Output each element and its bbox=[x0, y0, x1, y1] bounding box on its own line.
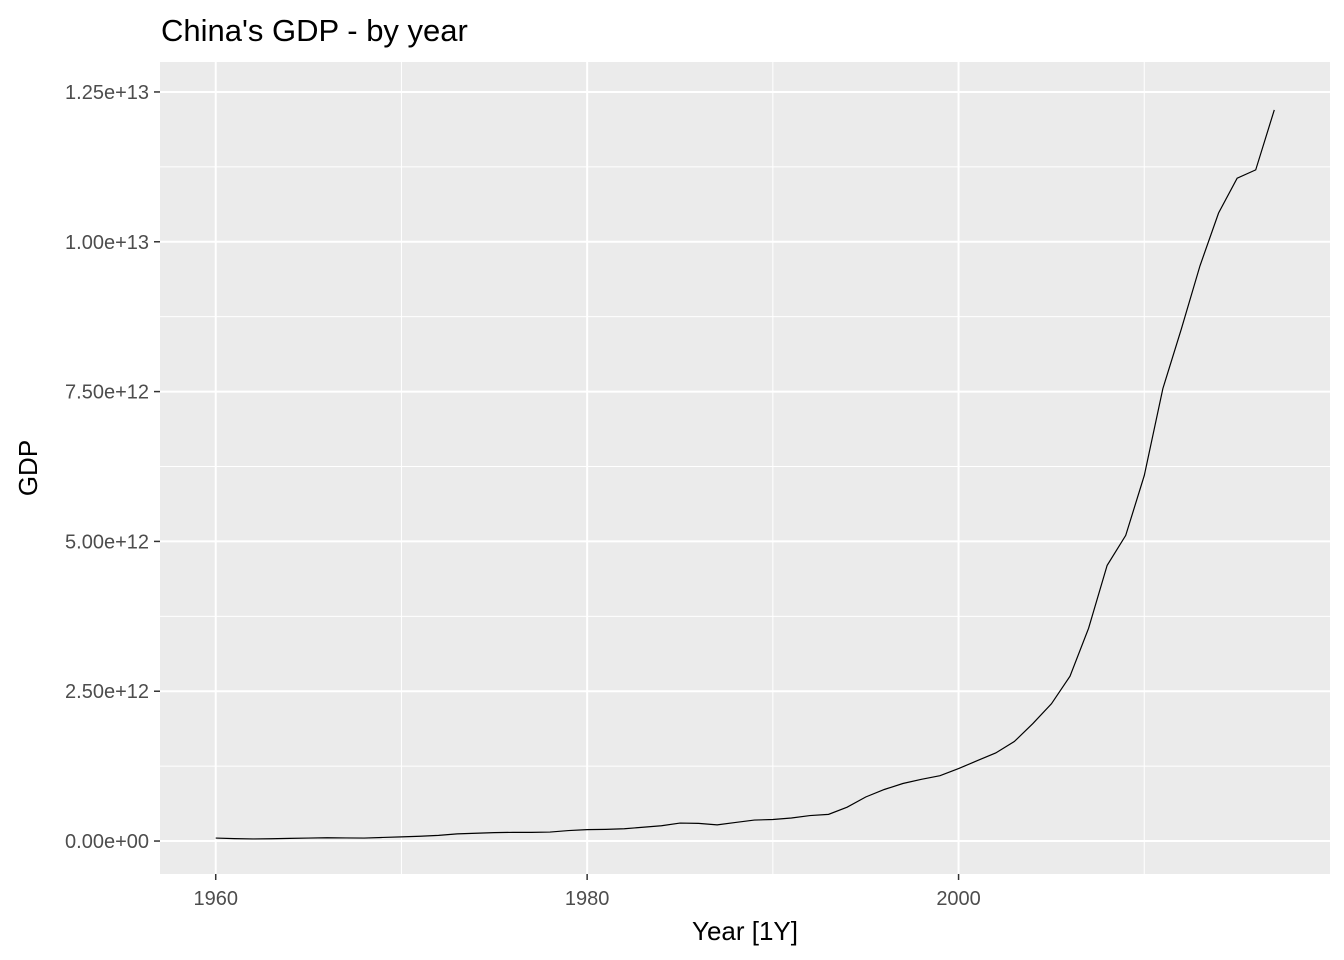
x-tick-label: 1980 bbox=[565, 888, 610, 910]
y-axis: 0.00e+00 2.50e+12 5.00e+12 7.50e+12 1.00e+13… bbox=[65, 82, 160, 853]
chart-title: China's GDP - by year bbox=[161, 13, 468, 48]
x-axis-title: Year [1Y] bbox=[692, 916, 798, 946]
grid-minor bbox=[160, 62, 1330, 874]
y-axis-title: GDP bbox=[13, 440, 43, 496]
y-tick-label: 2.50e+12 bbox=[65, 681, 149, 703]
x-tick-label: 1960 bbox=[193, 888, 238, 910]
y-tick-label: 0.00e+00 bbox=[65, 831, 149, 853]
x-axis: 1960 1980 2000 bbox=[193, 874, 981, 910]
plot-panel bbox=[160, 62, 1330, 874]
gdp-series-line bbox=[215, 109, 1275, 840]
y-tick-label: 7.50e+12 bbox=[65, 382, 149, 404]
grid-major bbox=[160, 62, 1330, 874]
y-tick-label: 5.00e+12 bbox=[65, 531, 149, 553]
y-tick-label: 1.25e+13 bbox=[65, 82, 149, 104]
x-tick-label: 2000 bbox=[936, 888, 981, 910]
y-tick-label: 1.00e+13 bbox=[65, 232, 149, 254]
